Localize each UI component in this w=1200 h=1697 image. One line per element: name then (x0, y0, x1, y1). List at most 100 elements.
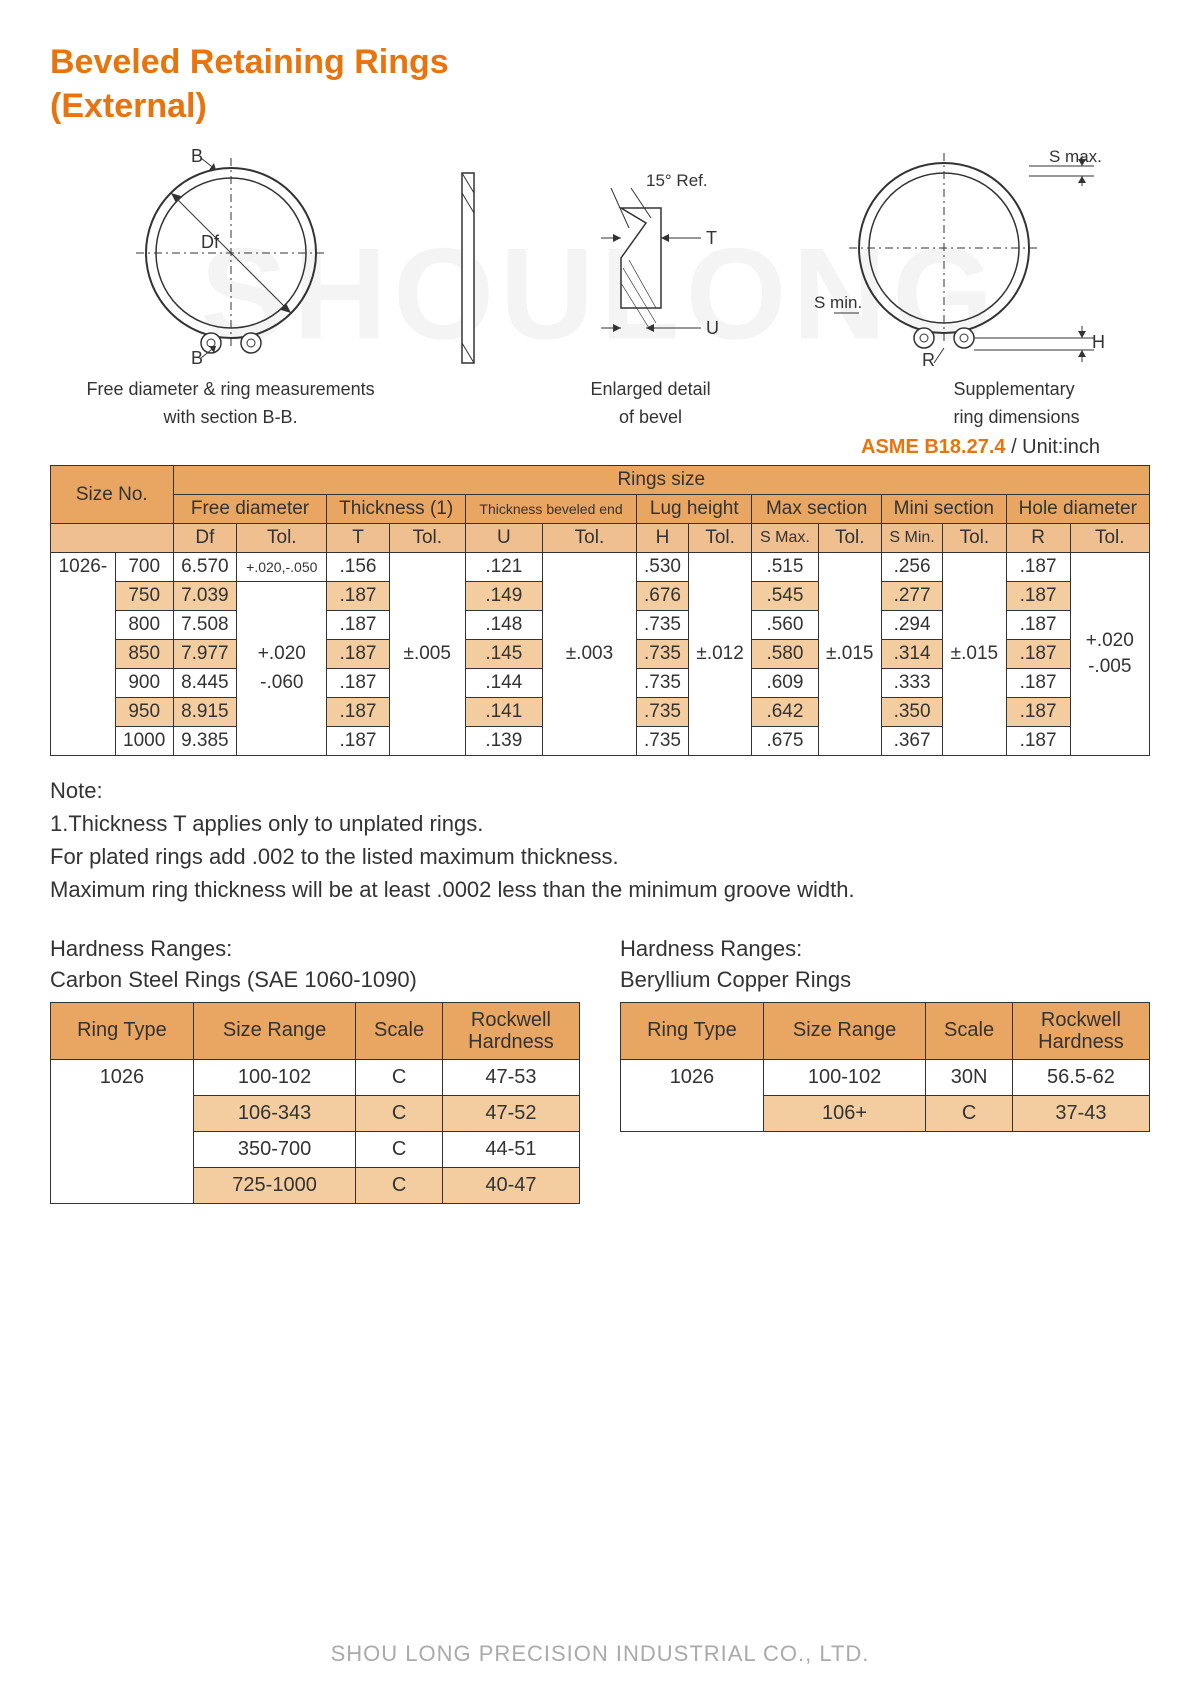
cell-smax: .515 (752, 553, 818, 582)
cell-u: .148 (465, 611, 542, 640)
cell-u: .149 (465, 582, 542, 611)
cell-scale: C (356, 1167, 443, 1203)
cell-r: .187 (1006, 669, 1070, 698)
hr-h1: Size Range (763, 1002, 925, 1059)
hr-h3: RockwellHardness (1012, 1002, 1149, 1059)
cell-u: .121 (465, 553, 542, 582)
cell-r: .187 (1006, 582, 1070, 611)
spec-code: ASME B18.27.4 (861, 436, 1006, 458)
th-r-tol: Tol. (1070, 524, 1149, 553)
cell-h: .735 (637, 669, 689, 698)
cell-size-n: 850 (115, 640, 173, 669)
svg-text:T: T (706, 228, 717, 248)
cell-smax: .609 (752, 669, 818, 698)
cell-size-range: 725-1000 (193, 1167, 355, 1203)
table-row: 1026-7006.570+.020,-.050.156±.005.121±.0… (51, 553, 1150, 582)
th-thickness-bevel: Thickness beveled end (465, 495, 636, 524)
cell-df-tol-minus: -.060 (237, 669, 327, 698)
diagram-row: SHOULONG B B Df Free diameter & ring mea… (50, 148, 1150, 428)
cell-size-n: 1000 (115, 727, 173, 756)
cell-df: 7.039 (173, 582, 237, 611)
cell-smax: .560 (752, 611, 818, 640)
cell-smin: .350 (882, 698, 943, 727)
diagram-3-caption-1: Supplementary (954, 379, 1114, 401)
cell-r: .187 (1006, 640, 1070, 669)
rings-size-table: Size No. Rings size Free diameter Thickn… (50, 465, 1150, 756)
hl-h1: Size Range (193, 1002, 355, 1059)
cell-scale: C (356, 1095, 443, 1131)
cell-r: .187 (1006, 611, 1070, 640)
th-u-tol: Tol. (542, 524, 636, 553)
th-smax-tol: Tol. (818, 524, 881, 553)
cell-h: .735 (637, 727, 689, 756)
cell-size-range: 100-102 (763, 1059, 925, 1095)
cell-smin: .294 (882, 611, 943, 640)
cell-scale: 30N (926, 1059, 1013, 1095)
diagram-2: 15° Ref. T U Enlarged detail of bevel (561, 168, 741, 428)
cell-size-range: 106-343 (193, 1095, 355, 1131)
title-line-1: Beveled Retaining Rings (50, 43, 449, 81)
cell-smax-tol: ±.015 (818, 553, 881, 756)
cell-df-tol-blank (237, 611, 327, 640)
hardness-section: Hardness Ranges: Carbon Steel Rings (SAE… (50, 934, 1150, 1204)
cell-df: 9.385 (173, 727, 237, 756)
svg-text:B: B (191, 348, 203, 368)
hardness-right-t2: Beryllium Copper Rings (620, 967, 851, 992)
th-t: T (327, 524, 389, 553)
svg-text:R: R (922, 350, 935, 368)
th-r: R (1006, 524, 1070, 553)
cell-t: .187 (327, 698, 389, 727)
cell-df-tol-blank (237, 698, 327, 727)
diagram-1: B B Df Free diameter & ring measurements… (86, 148, 374, 428)
cell-smax: .675 (752, 727, 818, 756)
cell-t: .156 (327, 553, 389, 582)
title-line-2: (External) (50, 87, 207, 125)
diagram-3: S max. S min. H R Supplementary ring dim… (814, 148, 1114, 428)
cell-scale: C (356, 1059, 443, 1095)
cell-df-tol: +.020,-.050 (237, 553, 327, 582)
svg-text:S max.: S max. (1049, 148, 1102, 166)
svg-text:S min.: S min. (814, 293, 862, 312)
cell-size-range: 106+ (763, 1095, 925, 1131)
cell-smin: .256 (882, 553, 943, 582)
th-df-tol: Tol. (237, 524, 327, 553)
cell-size-range: 100-102 (193, 1059, 355, 1095)
cell-h: .530 (637, 553, 689, 582)
cell-t: .187 (327, 727, 389, 756)
diagram-2-caption-2: of bevel (561, 407, 741, 429)
svg-text:Df: Df (201, 232, 220, 252)
diagram-3-caption-2: ring dimensions (954, 407, 1114, 429)
hardness-right: Hardness Ranges: Beryllium Copper Rings … (620, 934, 1150, 1204)
cell-size-n: 900 (115, 669, 173, 698)
svg-text:U: U (706, 318, 719, 338)
cell-rockwell: 47-53 (442, 1059, 579, 1095)
diagram-2-caption-1: Enlarged detail (561, 379, 741, 401)
cell-smin: .333 (882, 669, 943, 698)
diagram-1-caption-1: Free diameter & ring measurements (86, 379, 374, 401)
th-max-section: Max section (752, 495, 882, 524)
cell-u: .145 (465, 640, 542, 669)
hardness-right-t1: Hardness Ranges: (620, 936, 802, 961)
hardness-left-t2: Carbon Steel Rings (SAE 1060-1090) (50, 967, 417, 992)
th-u: U (465, 524, 542, 553)
cell-r: .187 (1006, 698, 1070, 727)
cell-df: 7.977 (173, 640, 237, 669)
cell-scale: C (926, 1095, 1013, 1131)
th-h: H (637, 524, 689, 553)
cell-ring-type: 1026 (51, 1059, 194, 1203)
spec-line: ASME B18.27.4 / Unit:inch (50, 436, 1100, 459)
ring-side-svg (448, 163, 488, 383)
cell-df-tol-blank (237, 582, 327, 611)
cell-rockwell: 56.5-62 (1012, 1059, 1149, 1095)
cell-df-tol-blank (237, 727, 327, 756)
cell-df-tol-plus: +.020 (237, 640, 327, 669)
cell-smax: .642 (752, 698, 818, 727)
cell-t-tol: ±.005 (389, 553, 465, 756)
th-smin: S Min. (882, 524, 943, 553)
cell-size-n: 700 (115, 553, 173, 582)
table-row: 1026100-102C47-53 (51, 1059, 580, 1095)
th-rings-size: Rings size (173, 466, 1149, 495)
cell-smin: .367 (882, 727, 943, 756)
cell-size-range: 350-700 (193, 1131, 355, 1167)
cell-size-n: 950 (115, 698, 173, 727)
